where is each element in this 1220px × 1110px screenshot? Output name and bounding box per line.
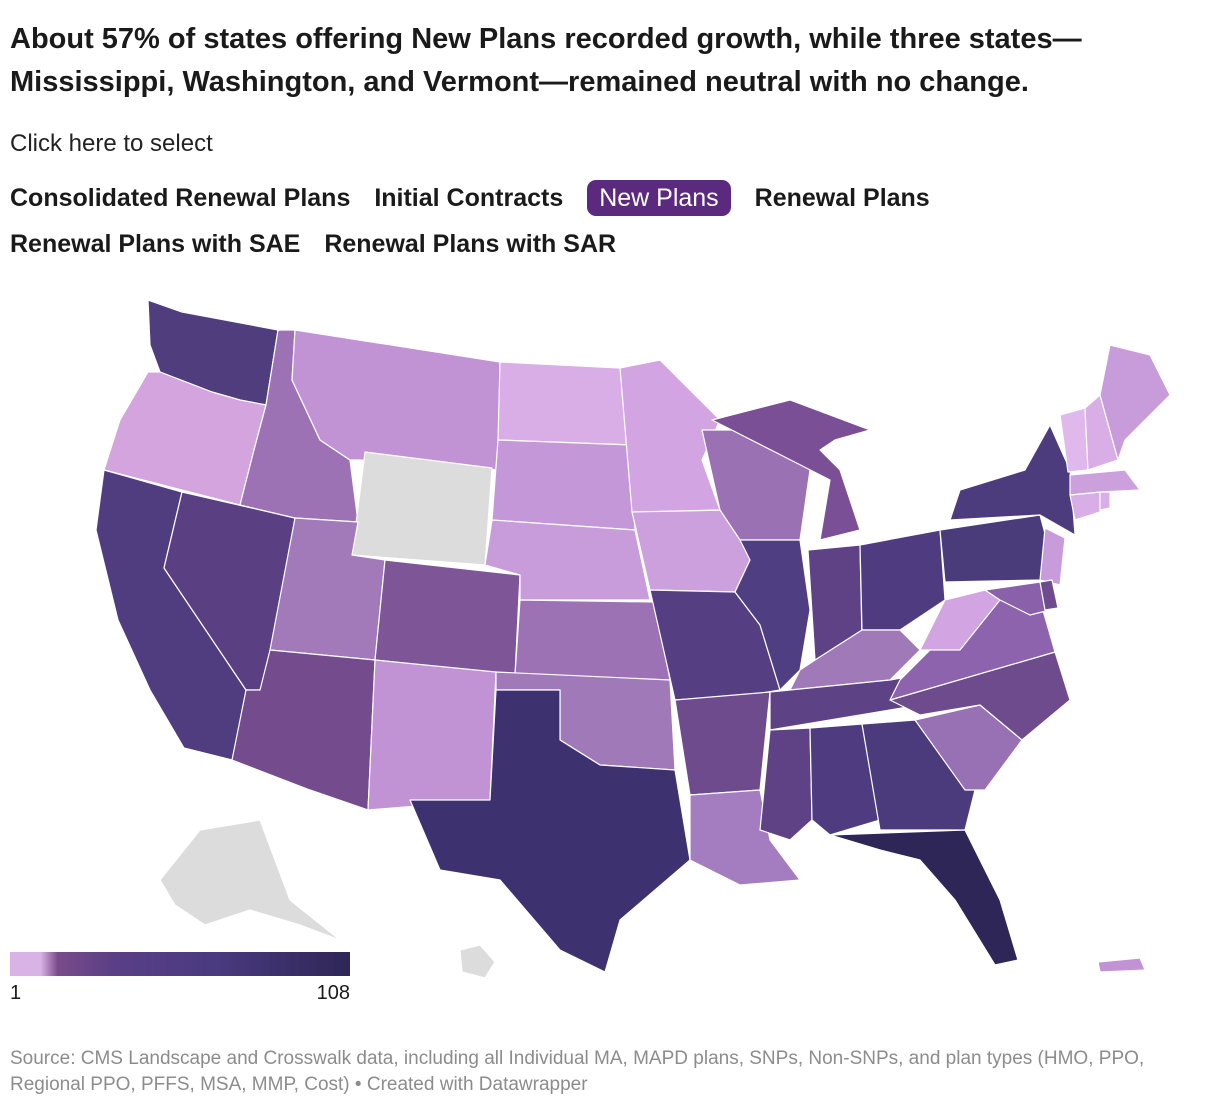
state-massachusetts[interactable]	[1069, 469, 1141, 496]
selector-hint: Click here to select	[10, 130, 213, 157]
state-mississippi[interactable]	[759, 727, 813, 841]
legend-min-label: 1	[10, 982, 22, 1004]
state-south-dakota[interactable]	[491, 439, 636, 531]
state-rhode-island[interactable]	[1099, 491, 1111, 511]
state-delaware[interactable]	[1039, 579, 1059, 611]
state-maryland[interactable]	[984, 581, 1051, 616]
state-texas[interactable]	[409, 689, 691, 973]
state-hawaii	[459, 944, 496, 979]
state-arkansas[interactable]	[674, 691, 771, 796]
tab-renewal-plans-sae[interactable]: Renewal Plans with SAE	[10, 230, 301, 258]
state-new-mexico[interactable]	[367, 659, 497, 811]
state-florida[interactable]	[829, 829, 1019, 966]
state-west-virginia[interactable]	[919, 589, 1001, 651]
tab-new-plans[interactable]: New Plans	[587, 180, 731, 216]
state-maine[interactable]	[1099, 344, 1171, 461]
tab-renewal-plans-sar[interactable]: Renewal Plans with SAR	[324, 230, 617, 258]
chart-title: About 57% of states offering New Plans r…	[10, 23, 1082, 98]
source-note: Source: CMS Landscape and Crosswalk data…	[10, 1048, 1145, 1095]
state-alaska	[159, 819, 341, 941]
state-south-carolina[interactable]	[914, 704, 1023, 791]
state-connecticut[interactable]	[1069, 491, 1101, 521]
state-north-dakota[interactable]	[497, 361, 633, 446]
us-choropleth-map	[95, 299, 1171, 979]
state-illinois[interactable]	[734, 539, 811, 691]
plan-type-tabs: Consolidated Renewal Plans Initial Contr…	[10, 175, 1210, 267]
color-legend: 1 108	[10, 952, 350, 1004]
state-ohio[interactable]	[859, 529, 946, 631]
state-georgia[interactable]	[861, 719, 976, 831]
tab-renewal-plans[interactable]: Renewal Plans	[754, 184, 930, 212]
state-new-york[interactable]	[949, 424, 1076, 536]
state-pennsylvania[interactable]	[939, 514, 1053, 583]
state-new-jersey[interactable]	[1039, 527, 1066, 586]
territory-puerto-rico[interactable]	[1097, 957, 1146, 973]
state-kansas[interactable]	[514, 599, 671, 681]
legend-max-label: 108	[316, 982, 350, 1004]
legend-gradient-bar	[10, 952, 350, 976]
state-louisiana[interactable]	[689, 789, 801, 886]
state-colorado[interactable]	[374, 559, 521, 676]
state-alabama[interactable]	[809, 723, 881, 836]
state-michigan[interactable]	[711, 399, 871, 541]
tab-consolidated-renewal-plans[interactable]: Consolidated Renewal Plans	[10, 184, 351, 212]
state-wyoming	[351, 451, 493, 566]
tab-initial-contracts[interactable]: Initial Contracts	[374, 184, 564, 212]
